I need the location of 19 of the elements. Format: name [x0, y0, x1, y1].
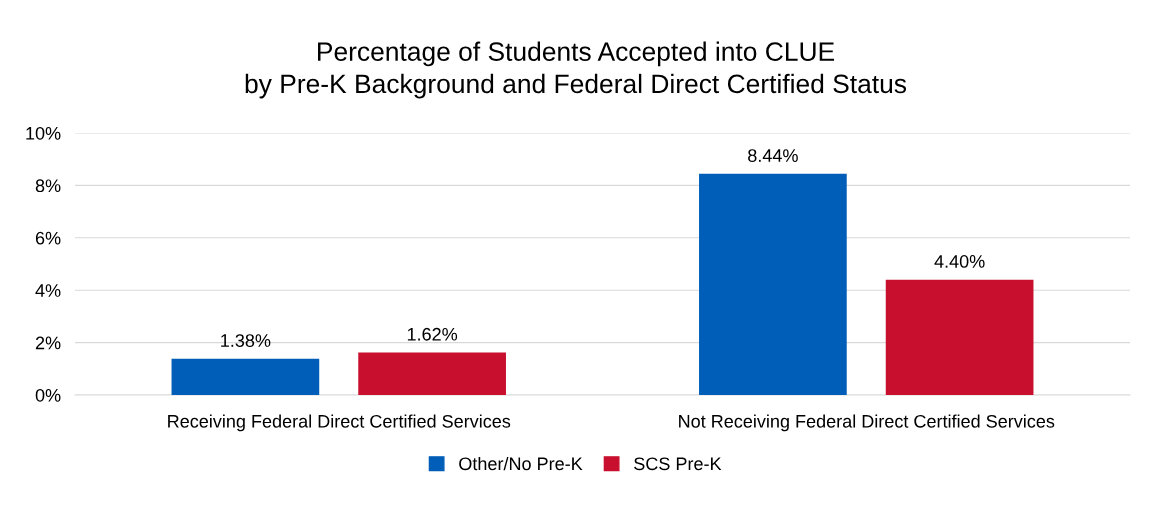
data-label: 1.62% — [407, 327, 458, 341]
y-tick-label: 6% — [35, 231, 61, 245]
chart-title: Percentage of Students Accepted into CLUE by Pre-K Background and Federal Direct Certified Status — [245, 41, 907, 99]
bar — [358, 352, 506, 395]
x-tick-label: Receiving Federal Direct Certified Services — [168, 414, 511, 432]
y-tick-label: 8% — [35, 179, 61, 193]
data-label: 1.38% — [221, 334, 271, 347]
legend-label: Other/No Pre-K — [459, 456, 583, 471]
bar — [699, 173, 847, 395]
legend-label: SCS Pre-K — [634, 457, 722, 471]
bar — [171, 358, 320, 395]
y-tick-label: 2% — [35, 336, 61, 350]
y-tick-label: 4% — [35, 284, 61, 297]
data-label: 4.40% — [934, 255, 985, 268]
bar — [885, 279, 1034, 395]
y-tick-label: 0% — [35, 388, 61, 402]
data-label: 8.44% — [748, 149, 798, 162]
y-tick-label: 10% — [26, 126, 61, 140]
x-tick-label: Not Receiving Federal Direct Certified Services — [679, 414, 1055, 432]
